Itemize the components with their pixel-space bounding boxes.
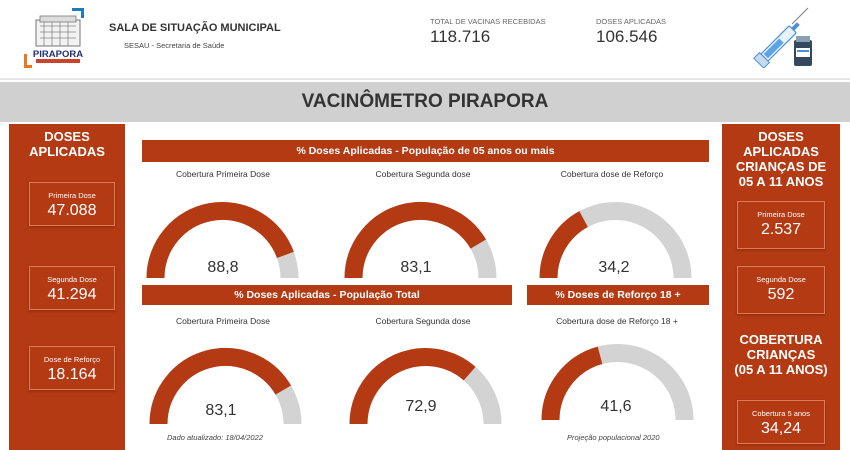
heading-line: COBERTURA [739,332,823,347]
card-value: 41.294 [47,286,97,303]
card-value: 18.164 [47,366,97,383]
gauge-label: Cobertura Primeira Dose [175,169,270,179]
municipality-logo: PIRAPORA [22,6,90,72]
doses-applied-stat: DOSES APLICADAS 106.546 [596,17,666,47]
heading-line: CRIANÇAS DE [735,159,827,174]
card-value: 2.537 [760,221,802,238]
header-subtitle: SESAU - Secretaria de Saúde [124,41,225,50]
header-title: SALA DE SITUAÇÃO MUNICIPAL [109,22,281,34]
gauge-value: 72,9 [405,398,437,415]
gauge-fill [349,348,476,425]
gauge-second-dose-total [349,348,502,425]
gauge-booster-18plus [541,344,694,421]
booster-dose-card: Dose de Reforço 18.164 [29,346,115,390]
update-date-note: Dado atualizado: 18/04/2022 [167,433,263,442]
card-value: 47.088 [47,202,97,219]
card-label: Segunda Dose [47,275,97,284]
heading-line: DOSES [44,129,90,144]
gauge-first-dose-5plus [146,202,299,279]
right-panel-heading: DOSES APLICADAS CRIANÇAS DE 05 A 11 ANOS [722,129,840,189]
heading-line: CRIANÇAS [746,347,816,362]
stat-label: DOSES APLICADAS [596,17,667,26]
gauge-value: 83,1 [400,259,432,276]
gauge-fill [149,348,292,425]
title-band: VACINÔMETRO PIRAPORA [0,82,850,122]
gauge-fill [344,202,487,279]
gauge-value: 34,2 [598,259,630,276]
coverage-5-years-card: Cobertura 5 anos 34,24 [737,400,825,444]
gauge-fill [541,346,603,421]
header: PIRAPORA SALA DE SITUAÇÃO MUNICIPAL SESA… [0,0,850,80]
heading-line: 05 A 11 ANOS [738,174,824,189]
second-dose-card: Segunda Dose 41.294 [29,266,115,310]
section1-banner: % Doses Aplicadas - População de 05 anos… [142,140,709,162]
card-label: Cobertura 5 anos [752,409,810,418]
heading-line: (05 A 11 ANOS) [734,362,828,377]
right-panel-children: DOSES APLICADAS CRIANÇAS DE 05 A 11 ANOS… [722,124,840,450]
children-first-dose-card: Primeira Dose 2.537 [737,201,825,249]
gauge-value: 83,1 [205,402,237,419]
gauge-booster-5plus [539,202,692,279]
card-value: 592 [767,286,795,303]
stat-label: TOTAL DE VACINAS RECEBIDAS [430,17,546,26]
card-label: Dose de Reforço [43,355,101,364]
heading-line: DOSES [758,129,804,144]
stat-value: 106.546 [596,27,658,46]
syringe-icon [750,6,820,69]
svg-text:PIRAPORA: PIRAPORA [33,49,83,60]
section3-banner: % Doses de Reforço 18 + [527,285,709,305]
card-value: 34,24 [760,420,802,437]
gauge-label: Cobertura Segunda dose [375,316,471,326]
stat-value: 118.716 [430,27,491,46]
left-panel-heading: DOSES APLICADAS [9,129,125,159]
gauge-label: Cobertura Primeira Dose [175,316,270,326]
gauge-value: 41,6 [600,398,632,415]
total-vaccines-stat: TOTAL DE VACINAS RECEBIDAS 118.716 [430,17,546,47]
gauge-value: 88,8 [207,259,239,276]
first-dose-card: Primeira Dose 47.088 [29,182,115,226]
coverage-children-heading: COBERTURA CRIANÇAS (05 A 11 ANOS) [722,332,840,377]
children-second-dose-card: Segunda Dose 592 [737,266,825,314]
left-panel-doses-applied: DOSES APLICADAS Primeira Dose 47.088 Seg… [9,124,125,450]
gauge-label: Cobertura Segunda dose [375,169,471,179]
gauge-fill [539,211,589,279]
gauge-fill [146,202,294,279]
card-label: Segunda Dose [756,275,806,284]
gauge-second-dose-5plus [344,202,497,279]
page-title: VACINÔMETRO PIRAPORA [301,91,549,112]
section2-banner: % Doses Aplicadas - População Total [142,285,512,305]
population-projection-note: Projeção populacional 2020 [567,433,660,442]
card-label: Primeira Dose [757,210,805,219]
card-label: Primeira Dose [48,191,96,200]
gauge-label: Cobertura dose de Reforço [560,169,664,179]
gauge-label: Cobertura dose de Reforço 18 + [556,316,678,326]
heading-line: APLICADAS [29,144,105,159]
heading-line: APLICADAS [743,144,819,159]
gauge-first-dose-total [149,348,302,425]
